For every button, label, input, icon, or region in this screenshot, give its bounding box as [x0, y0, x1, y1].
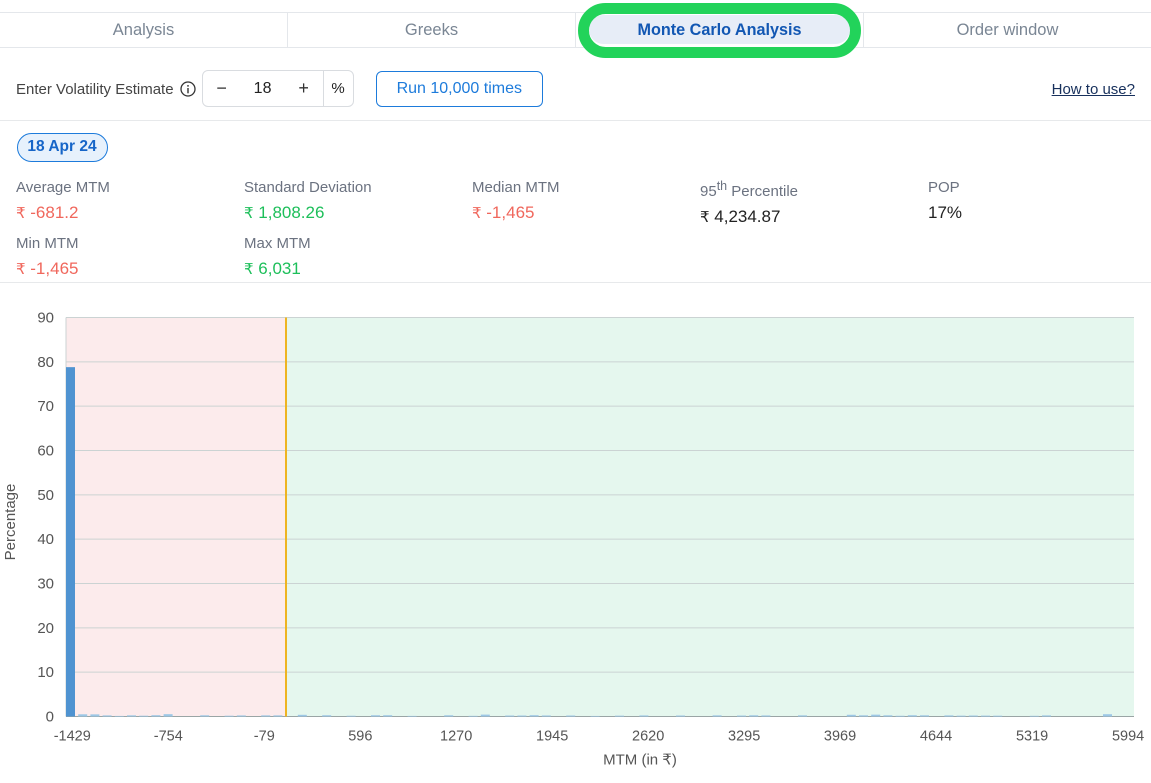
svg-text:30: 30 [37, 576, 54, 593]
svg-text:90: 90 [37, 310, 54, 327]
svg-text:20: 20 [37, 620, 54, 637]
svg-text:0: 0 [46, 709, 54, 726]
svg-text:60: 60 [37, 443, 54, 460]
svg-text:596: 596 [348, 729, 372, 745]
svg-text:10: 10 [37, 664, 54, 681]
svg-text:70: 70 [37, 398, 54, 415]
svg-text:5994: 5994 [1112, 729, 1144, 745]
svg-text:-754: -754 [154, 729, 183, 745]
svg-text:MTM (in ₹): MTM (in ₹) [603, 752, 677, 769]
svg-text:40: 40 [37, 531, 54, 548]
svg-text:4644: 4644 [920, 729, 952, 745]
svg-text:2620: 2620 [632, 729, 664, 745]
svg-text:50: 50 [37, 487, 54, 504]
svg-text:1270: 1270 [440, 729, 472, 745]
svg-text:-1429: -1429 [54, 729, 91, 745]
svg-text:1945: 1945 [536, 729, 568, 745]
svg-text:Percentage: Percentage [2, 484, 19, 561]
svg-text:80: 80 [37, 354, 54, 371]
svg-text:3969: 3969 [824, 729, 856, 745]
svg-text:3295: 3295 [728, 729, 760, 745]
svg-text:-79: -79 [254, 729, 275, 745]
svg-text:5319: 5319 [1016, 729, 1048, 745]
